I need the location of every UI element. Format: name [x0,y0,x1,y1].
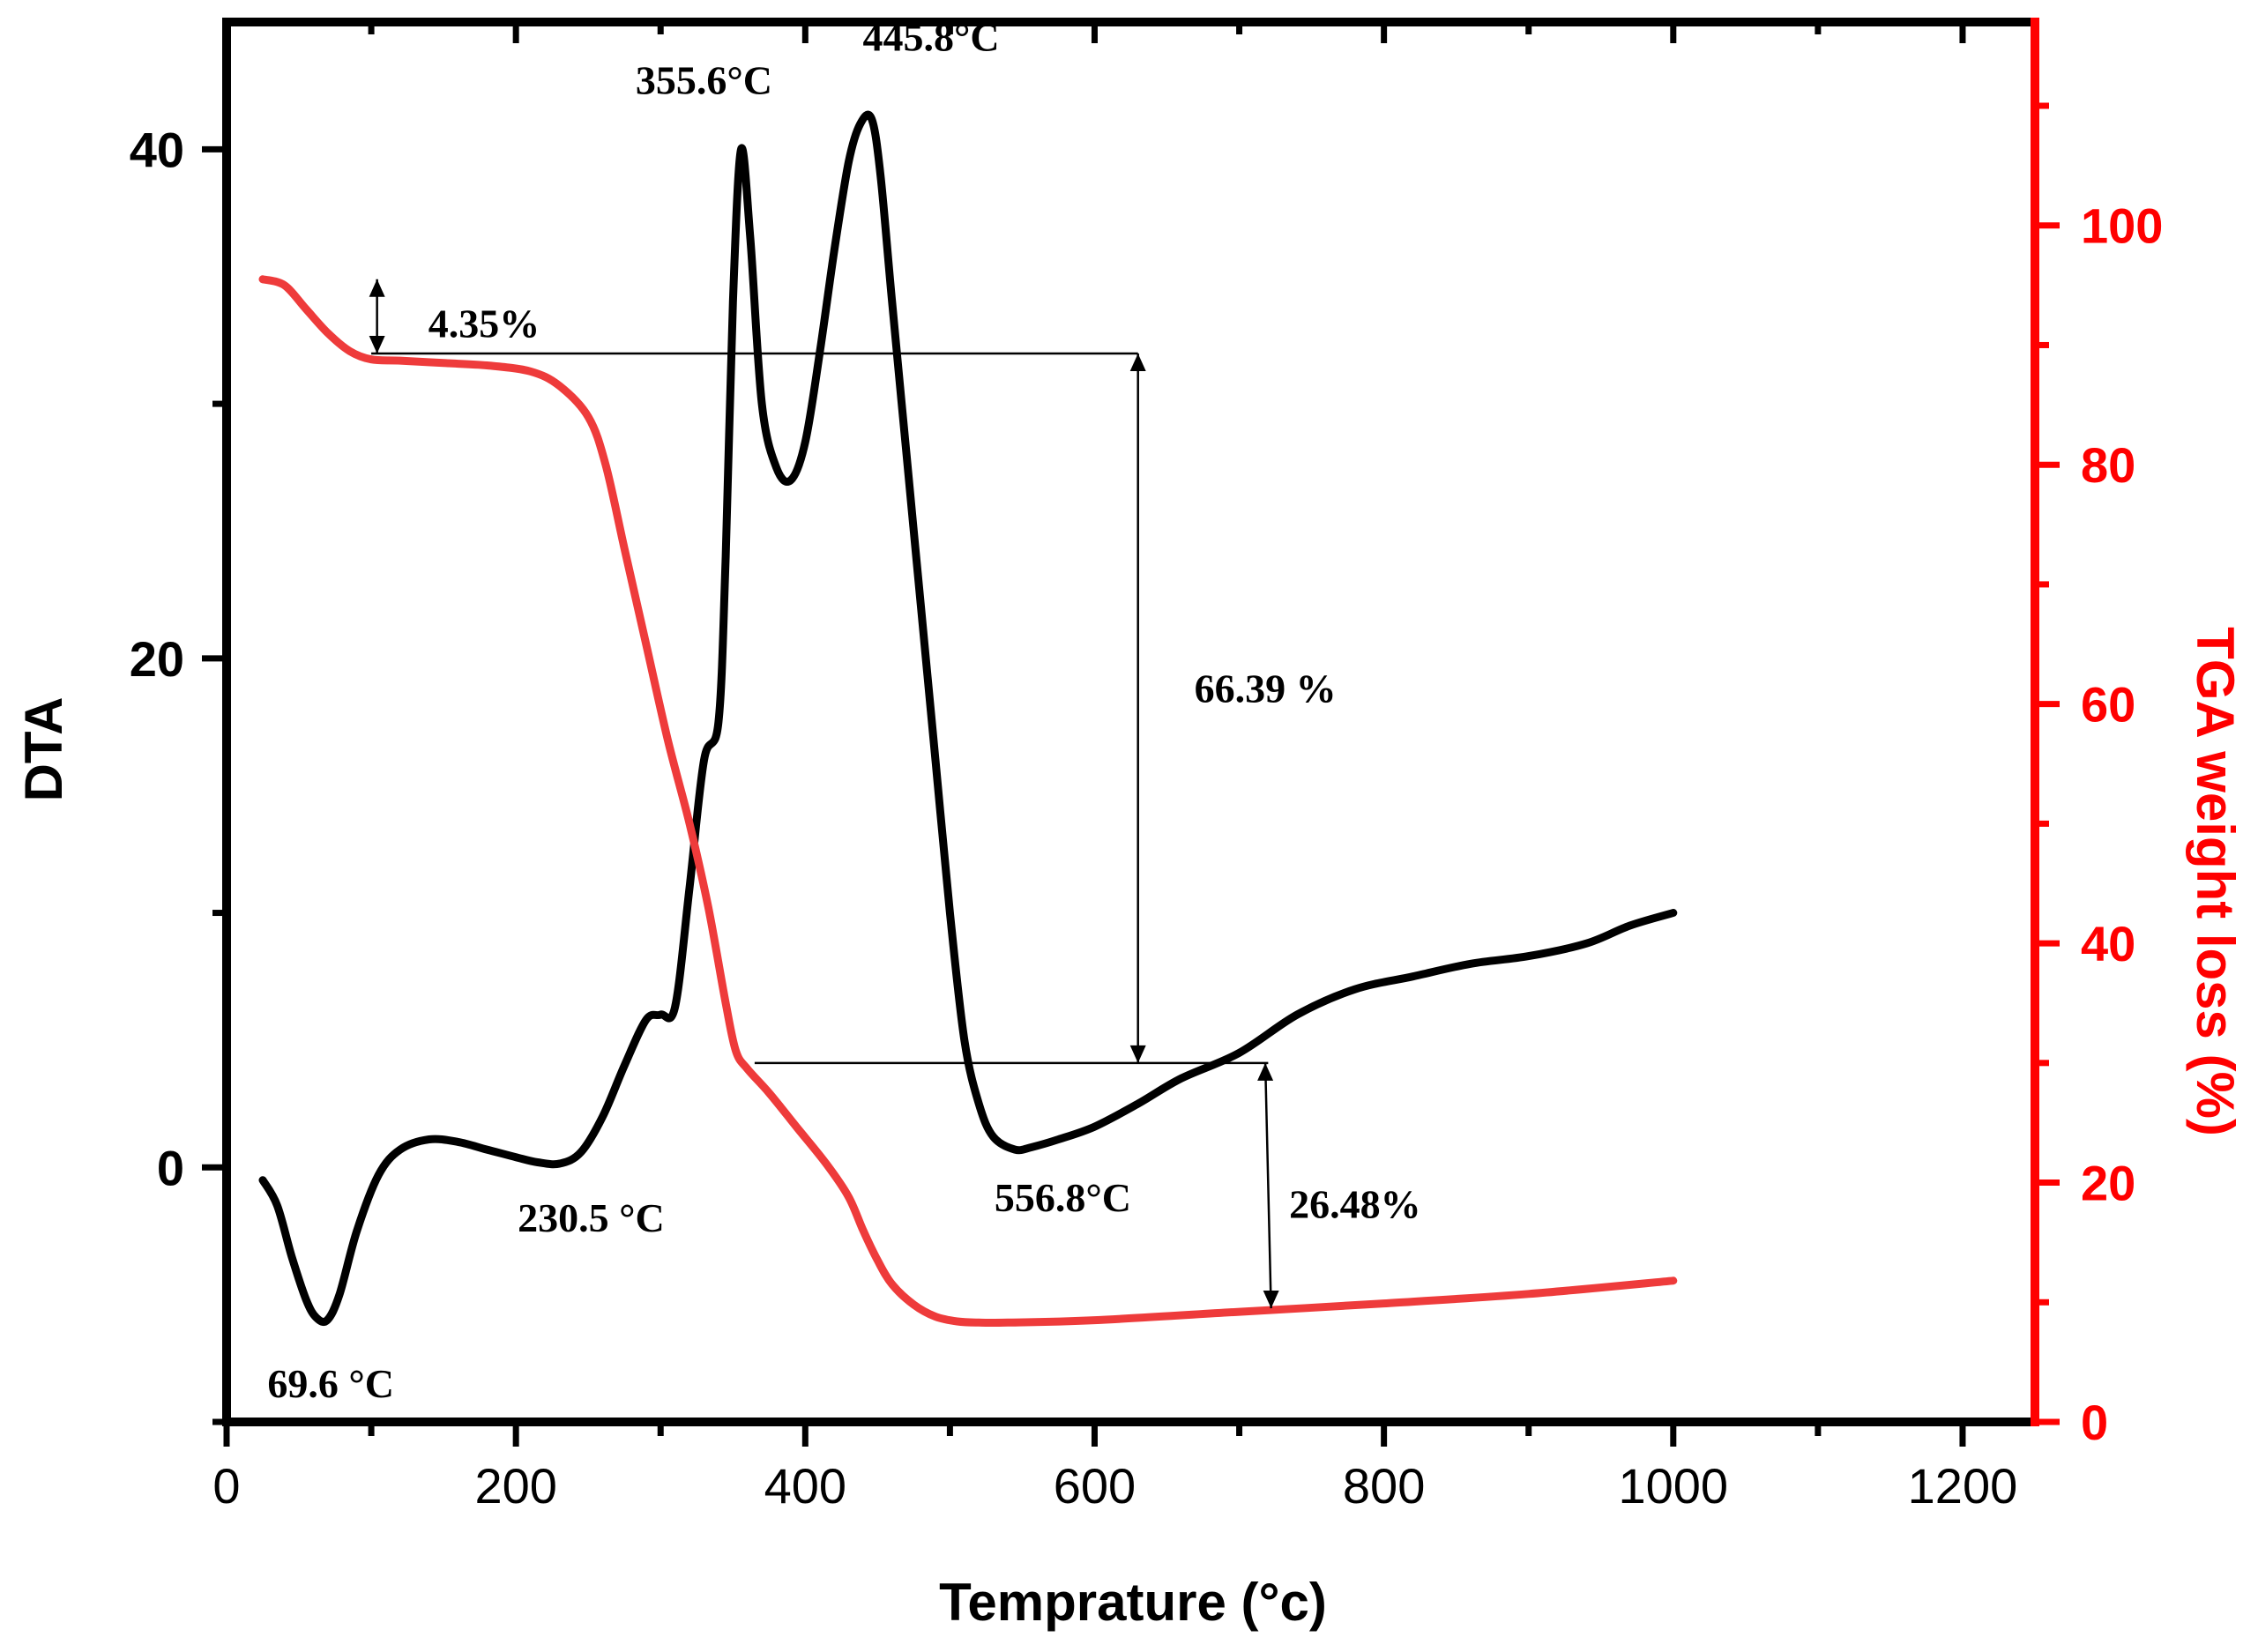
annotation-layer: 355.6°C 445.8°C 69.6 °C 230.5 °C 556.8°C 4.35… [267,14,1420,1405]
y-right-tick-label: 20 [2081,1156,2135,1211]
y-right-axis-title: TGA weight loss (%) [2186,627,2245,1136]
arrow-head-up [1257,1062,1274,1081]
annotation-label: 69.6 °C [267,1361,394,1406]
arrow-head-up [1129,353,1146,371]
y-left-tick-label: 20 [130,631,184,687]
arrow-head-up [369,279,385,297]
annotation-label: 26.48% [1289,1181,1421,1226]
y-left-axis-title: DTA [14,697,73,802]
y-right-tick-label: 80 [2081,437,2135,493]
x-tick-label: 1000 [1619,1458,1729,1514]
y-left-tick-label: 40 [130,122,184,177]
arrow-head-down [369,335,385,353]
x-axis-title: Temprature (°c) [939,1573,1327,1632]
arrow-head-down [1263,1291,1279,1309]
y-right-tick-label: 40 [2081,916,2135,971]
y-left-tick-label: 0 [157,1140,184,1195]
measure-arrow-3 [1263,1062,1272,1309]
annotation-label: 230.5 °C [518,1195,665,1240]
x-tick-label: 400 [764,1458,846,1514]
series-layer [258,110,1678,1328]
x-tick-label: 0 [212,1458,240,1514]
x-tick-label: 800 [1343,1458,1425,1514]
annotation-label: 66.39 % [1195,666,1337,711]
arrow-head-down [1129,1045,1146,1063]
arrow-layer [369,279,1279,1309]
y-right-tick-label: 0 [2081,1395,2108,1450]
tga-curve [258,275,1678,1328]
plot-frame [222,18,2039,1426]
annotation-label: 4.35% [428,301,540,346]
annotation-label: 445.8°C [863,14,1000,59]
x-tick-label: 200 [474,1458,556,1514]
x-tick-label: 1200 [1908,1458,2018,1514]
axis-ticks [202,22,2060,1447]
y-right-tick-label: 100 [2081,198,2163,254]
dta-curve [258,110,1678,1326]
y-right-tick-label: 60 [2081,677,2135,733]
annotation-label: 556.8°C [995,1175,1131,1220]
annotation-label: 355.6°C [636,58,772,103]
x-tick-label: 600 [1054,1458,1136,1514]
